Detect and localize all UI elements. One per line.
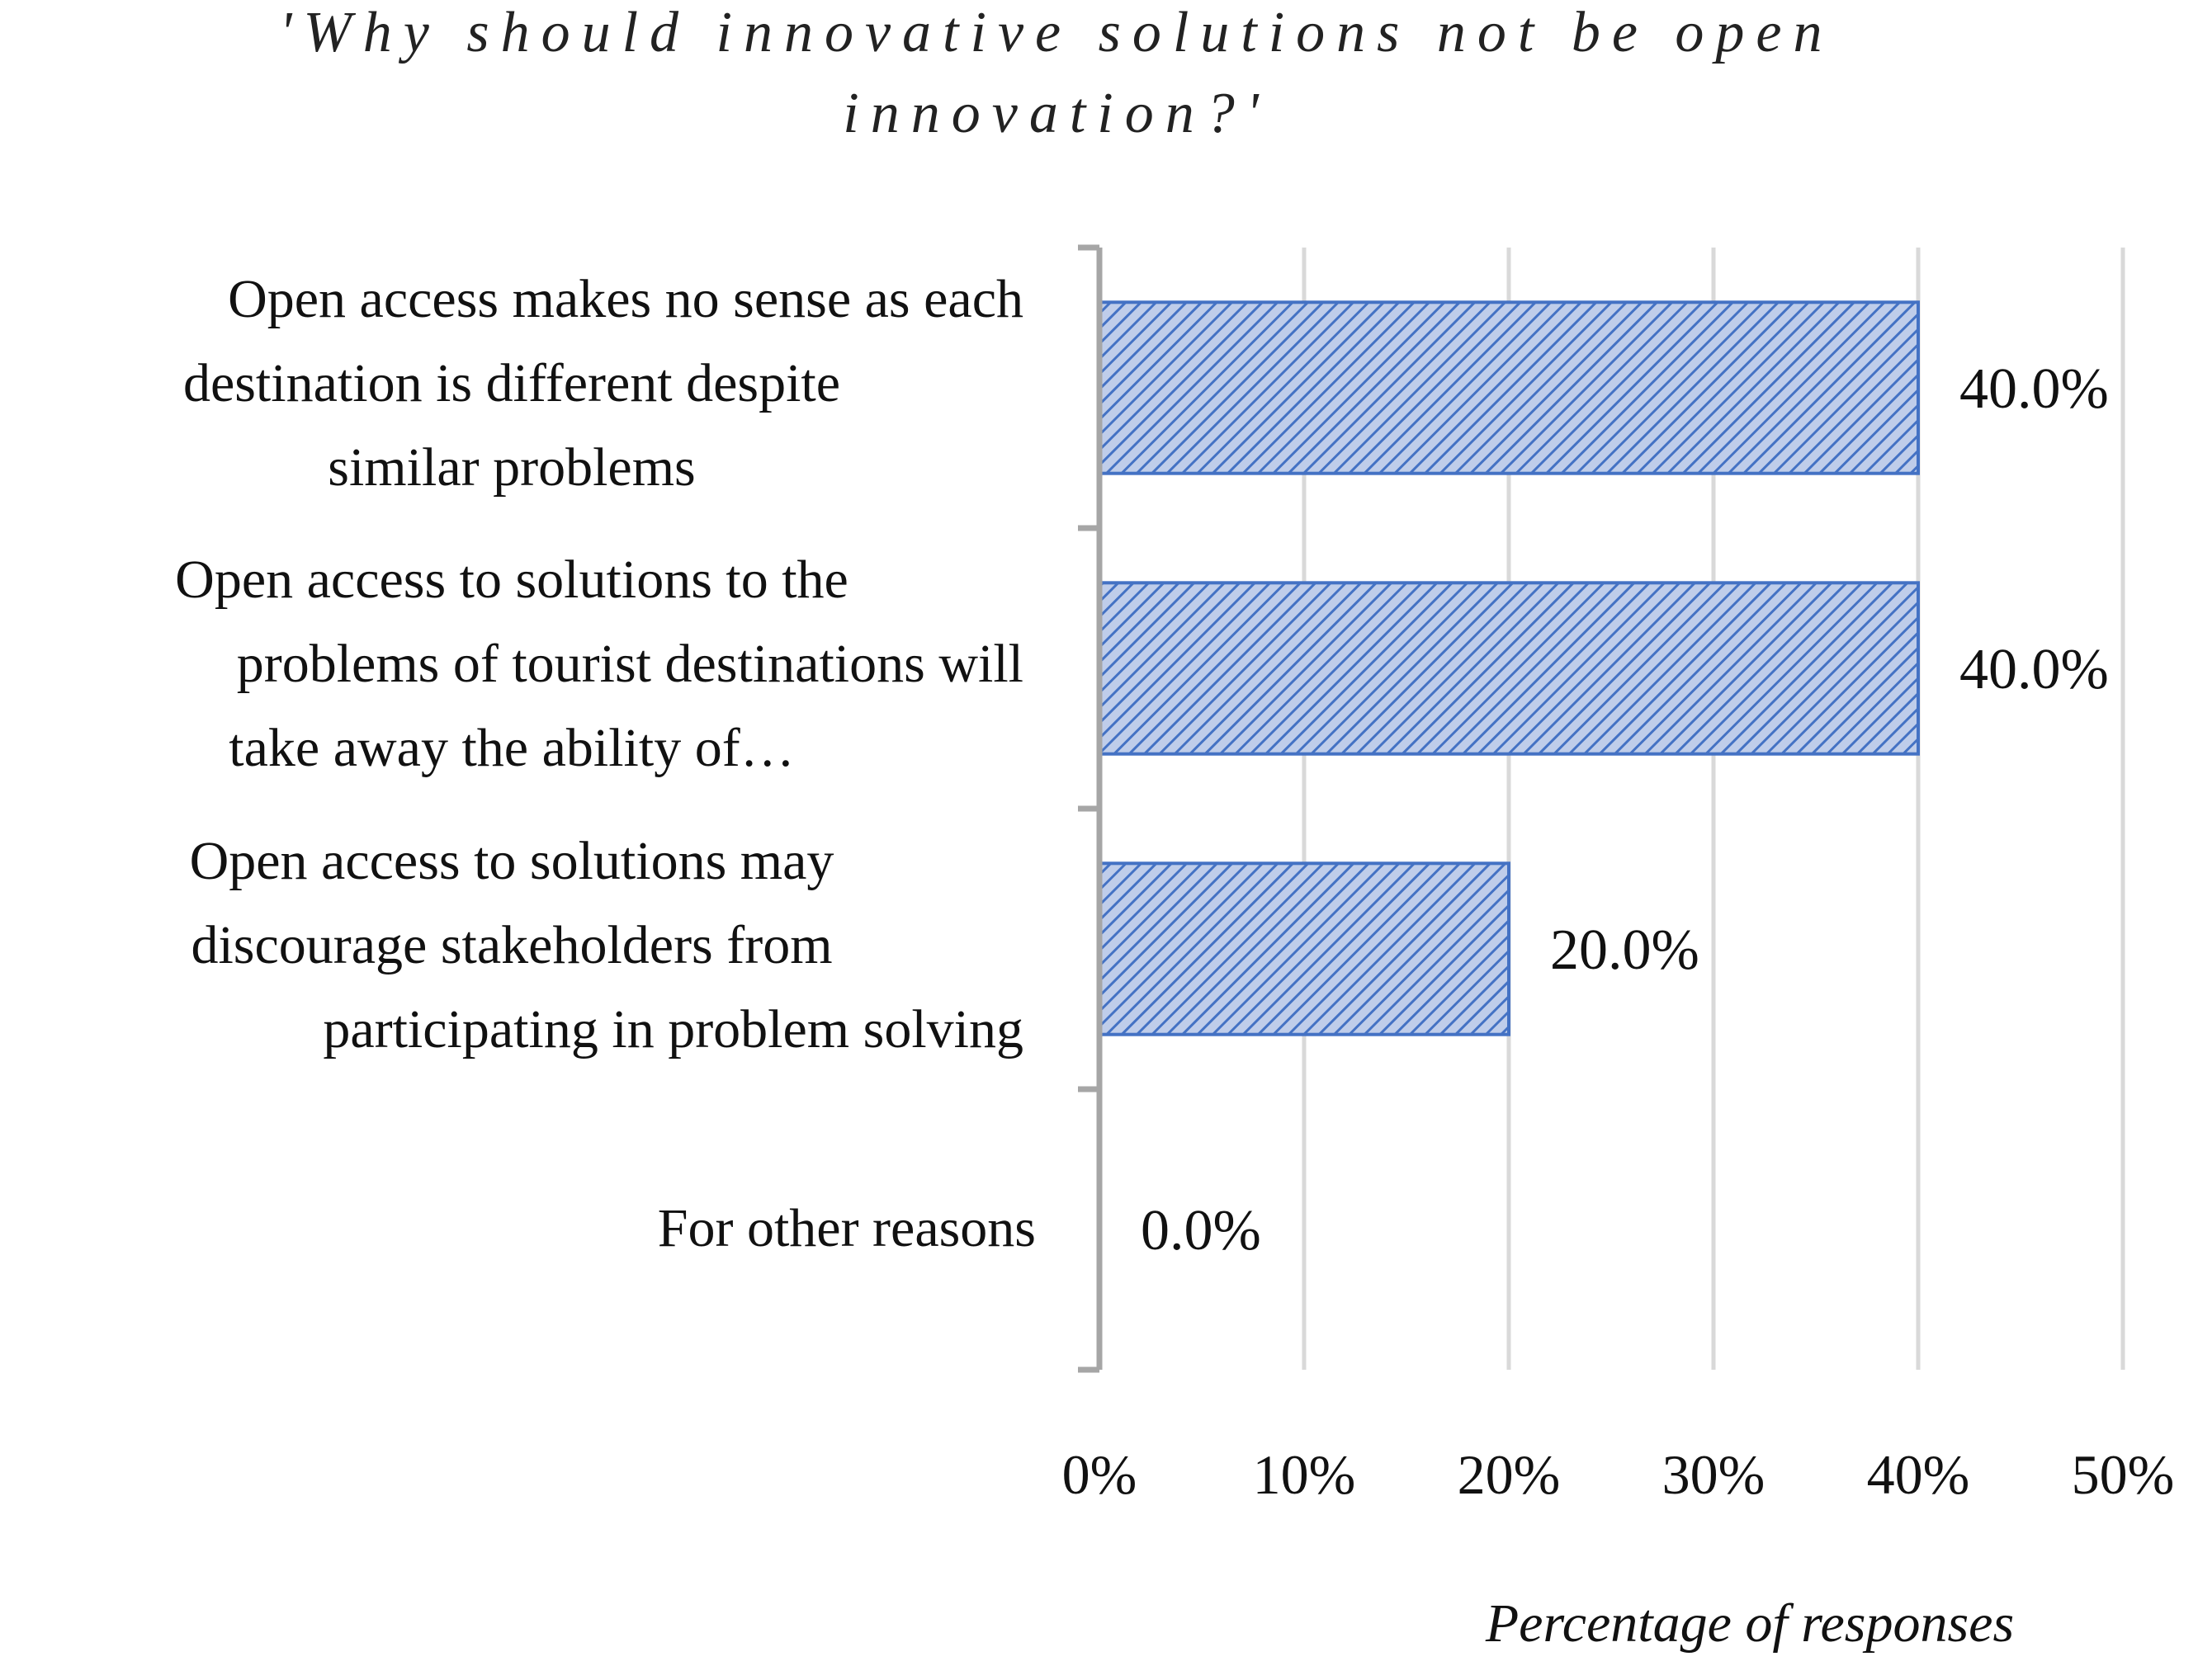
category-label-line: similar problems	[328, 437, 696, 498]
data-label: 40.0%	[1959, 357, 2109, 421]
category-label-line: Open access makes no sense as each	[228, 269, 1023, 329]
x-tick-label: 40%	[1867, 1443, 1970, 1506]
x-tick-label: 0%	[1062, 1443, 1137, 1506]
chart-title-line-2: innovation?'	[843, 82, 1270, 145]
bar	[1098, 581, 1920, 756]
category-label: Open access makes no sense as each desti…	[0, 257, 1023, 510]
bar	[1098, 861, 1510, 1036]
category-label-line: problems of tourist destinations will	[236, 634, 1023, 694]
category-label: For other reasons	[0, 1187, 1036, 1271]
x-tick-label: 30%	[1662, 1443, 1765, 1506]
category-label-line: For other reasons	[657, 1198, 1036, 1258]
data-label: 0.0%	[1141, 1199, 1261, 1262]
category-label-line: participating in problem solving	[323, 999, 1023, 1059]
category-label-line: take away the ability of…	[229, 718, 795, 778]
data-label: 40.0%	[1959, 638, 2109, 701]
category-label: Open access to solutions may discourage …	[0, 819, 1023, 1072]
category-label-line: Open access to solutions may	[189, 831, 834, 891]
category-label-line: discourage stakeholders from	[191, 915, 833, 975]
x-axis-title: Percentage of responses	[1485, 1593, 2015, 1654]
x-tick-label: 20%	[1458, 1443, 1561, 1506]
category-label: Open access to solutions to the problems…	[0, 538, 1023, 790]
category-label-line: destination is different despite	[182, 353, 841, 413]
x-tick-label: 10%	[1253, 1443, 1356, 1506]
data-label: 20.0%	[1550, 918, 1699, 982]
category-label-line: Open access to solutions to the	[175, 550, 848, 610]
chart-title-line-1: 'Why should innovative solutions not be …	[279, 1, 1834, 64]
x-tick-label: 50%	[2072, 1443, 2175, 1506]
bar	[1098, 300, 1920, 475]
